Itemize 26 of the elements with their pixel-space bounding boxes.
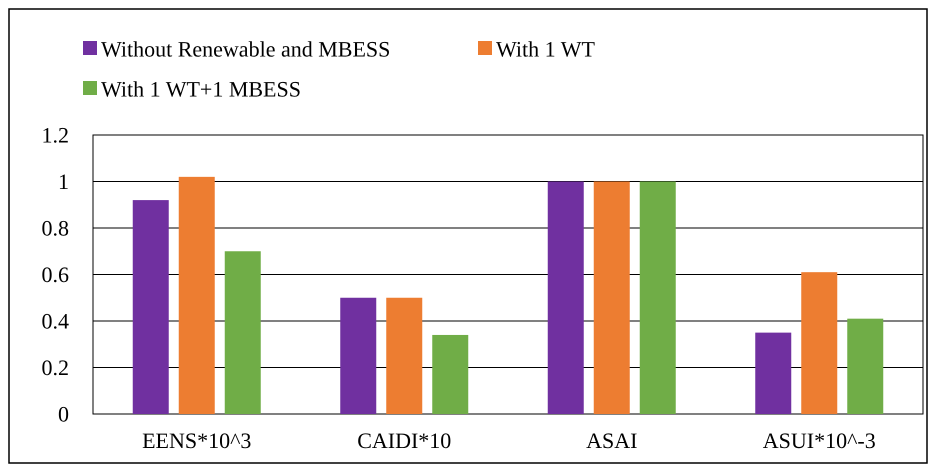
y-tick-label: 1 xyxy=(58,169,69,194)
x-tick-label: CAIDI*10 xyxy=(357,428,452,453)
y-tick-label: 0.2 xyxy=(42,355,69,380)
bar xyxy=(132,200,169,414)
y-tick-label: 0.8 xyxy=(42,216,69,241)
bar xyxy=(801,272,838,414)
x-tick-label: EENS*10^3 xyxy=(142,428,252,453)
y-tick-label: 0.6 xyxy=(42,262,69,288)
y-tick-label: 0.4 xyxy=(42,308,69,334)
bar xyxy=(755,332,792,414)
x-tick-label: ASAI xyxy=(586,428,638,453)
y-tick-label: 1.2 xyxy=(42,122,69,148)
bar xyxy=(432,334,468,414)
bar xyxy=(340,298,376,414)
bar xyxy=(178,176,215,414)
legend-label: Without Renewable and MBESS xyxy=(101,36,390,62)
bar xyxy=(548,182,584,414)
bar xyxy=(224,251,261,414)
legend-label: With 1 WT xyxy=(496,36,596,62)
bar xyxy=(847,318,884,414)
legend-label: With 1 WT+1 MBESS xyxy=(101,76,301,102)
bar xyxy=(640,182,676,414)
bar xyxy=(594,182,630,414)
y-tick-label: 0 xyxy=(58,402,69,427)
bar xyxy=(386,298,422,414)
x-tick-label: ASUI*10^-3 xyxy=(762,428,876,453)
